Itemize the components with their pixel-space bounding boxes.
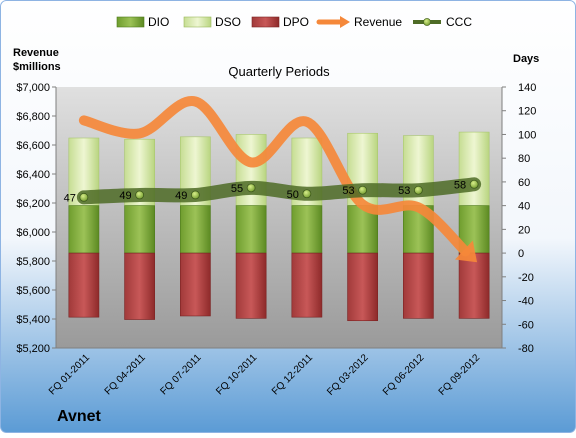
bar-dpo <box>125 253 155 319</box>
legend-swatch-dio <box>117 17 144 27</box>
right-axis-tick-label: -40 <box>518 296 534 308</box>
ccc-data-label: 53 <box>398 185 410 197</box>
ccc-point <box>136 191 144 199</box>
right-axis-tick-label: -60 <box>518 319 534 331</box>
left-axis-tick-label: $6,800 <box>16 111 50 123</box>
legend-swatch-dpo <box>252 17 279 27</box>
ccc-point <box>303 190 311 198</box>
left-axis-tick-label: $5,400 <box>16 314 50 326</box>
left-axis-tick-label: $7,000 <box>16 82 50 94</box>
left-axis-title-line-1: Revenue <box>13 47 59 59</box>
legend-label-dio: DIO <box>148 15 169 29</box>
chart-title: Quarterly Periods <box>228 64 330 79</box>
ccc-data-label: 49 <box>119 190 131 202</box>
left-axis-tick-label: $6,600 <box>16 140 50 152</box>
right-axis-tick-label: -20 <box>518 272 534 284</box>
bar-dpo <box>236 253 266 318</box>
ccc-point <box>414 186 422 194</box>
right-axis-title: Days <box>513 53 539 65</box>
bar-dso <box>459 132 489 206</box>
bar-dpo <box>69 253 99 317</box>
ccc-data-label: 53 <box>342 185 354 197</box>
bar-dio <box>236 206 266 253</box>
ccc-point <box>359 186 367 194</box>
left-axis-tick-label: $5,200 <box>16 343 50 355</box>
legend-marker-ccc <box>424 19 431 26</box>
right-axis-tick-label: 140 <box>518 82 536 94</box>
left-axis-title-line-2: $millions <box>13 61 61 73</box>
left-axis-tick-label: $6,400 <box>16 169 50 181</box>
ccc-data-label: 50 <box>287 189 299 201</box>
legend-label-dso: DSO <box>215 15 241 29</box>
bar-dpo <box>459 253 489 318</box>
ccc-data-label: 55 <box>231 183 243 195</box>
ccc-data-label: 58 <box>454 179 466 191</box>
ccc-point <box>80 193 88 201</box>
bar-dio <box>292 206 322 253</box>
legend-label-revenue: Revenue <box>354 15 402 29</box>
right-axis-tick-label: 100 <box>518 129 536 141</box>
right-axis-tick-label: -80 <box>518 343 534 355</box>
legend-entry-dio: DIO <box>117 15 169 29</box>
bar-dio <box>69 206 99 253</box>
left-axis-tick-label: $6,000 <box>16 227 50 239</box>
right-axis-tick-label: 120 <box>518 106 536 118</box>
right-axis-tick-label: 80 <box>518 153 530 165</box>
left-axis-tick-label: $5,600 <box>16 285 50 297</box>
left-axis-tick-label: $5,800 <box>16 256 50 268</box>
legend-label-ccc: CCC <box>446 15 472 29</box>
right-axis-tick-label: 20 <box>518 224 530 236</box>
left-axis-tick-label: $6,200 <box>16 198 50 210</box>
bar-dpo <box>292 253 322 317</box>
legend-swatch-dso <box>184 17 211 27</box>
right-axis-tick-label: 60 <box>518 177 530 189</box>
bar-dpo <box>348 253 378 321</box>
right-axis-tick-label: 0 <box>518 248 524 260</box>
bar-dpo <box>180 253 210 316</box>
ccc-data-label: 47 <box>64 192 76 204</box>
company-name: Avnet <box>57 408 102 425</box>
ccc-data-label: 49 <box>175 190 187 202</box>
ccc-point <box>191 191 199 199</box>
bar-dio <box>180 206 210 253</box>
ccc-point <box>470 180 478 188</box>
bar-dpo <box>403 253 433 318</box>
ccc-point <box>247 184 255 192</box>
bar-dio <box>125 206 155 253</box>
right-axis-tick-label: 40 <box>518 201 530 213</box>
legend-label-dpo: DPO <box>283 15 309 29</box>
